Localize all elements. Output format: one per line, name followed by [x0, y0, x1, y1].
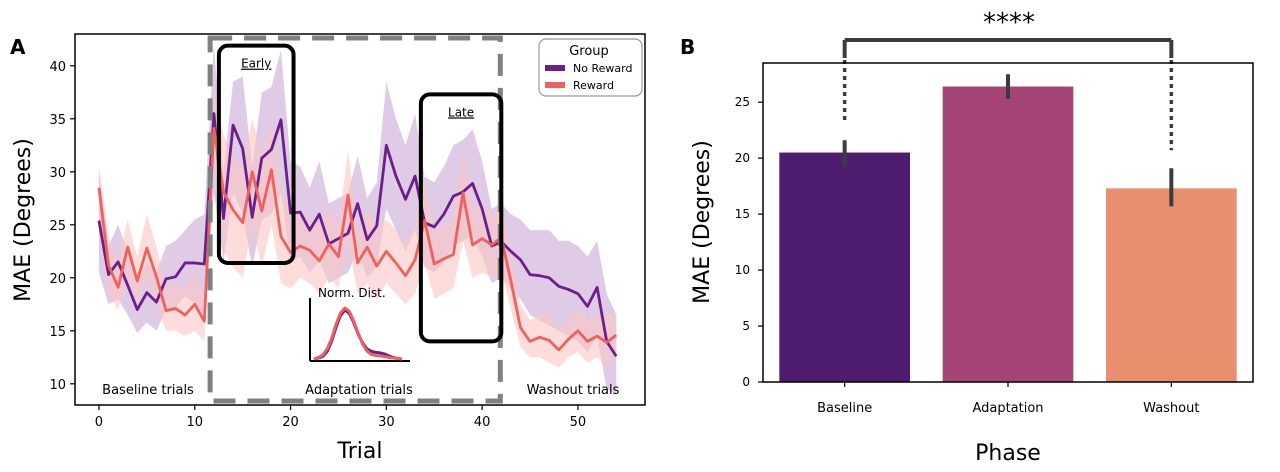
y-tick-label-40: 40 [49, 60, 66, 75]
legend-swatch-reward [545, 82, 565, 88]
bar-adaptation [942, 86, 1074, 383]
y-ticks: 0 5 10 15 20 25 [735, 95, 763, 389]
inset-curve-reward [313, 306, 403, 361]
inset-title: Norm. Dist. [318, 286, 386, 300]
x-tick-label-10: 10 [186, 415, 203, 430]
legend-frame [538, 38, 643, 97]
panel-b-letter: B [680, 35, 695, 59]
significance-label: **** [983, 8, 1035, 38]
adaptation-dashed-rect [207, 35, 503, 404]
category-label-baseline: Baseline [817, 401, 872, 416]
y-tick-label-0: 0 [742, 375, 750, 389]
baseline-region-label: Baseline trials [102, 383, 194, 398]
series-lines [97, 112, 618, 357]
late-window-label: Late [448, 105, 474, 119]
y-axis-title: MAE (Degrees) [690, 140, 715, 304]
y-tick-label-20: 20 [735, 151, 750, 165]
panel-a-line-chart: A Early Late Norm. Dist. Baseline trials… [10, 33, 646, 464]
y-tick-label-10: 10 [49, 378, 66, 393]
confidence-bands [98, 44, 617, 395]
bar-washout [1106, 188, 1237, 382]
x-tick-label-0: 0 [95, 415, 103, 430]
bars [779, 86, 1237, 383]
line-no-reward [97, 112, 618, 357]
adaptation-region-box [207, 35, 503, 404]
category-label-washout: Washout [1143, 401, 1199, 416]
line-reward [97, 126, 618, 352]
window-boxes [216, 43, 504, 344]
y-tick-label-35: 35 [49, 113, 66, 128]
distribution-inset: Norm. Dist. [309, 286, 410, 362]
legend: Group No Reward Reward [538, 38, 643, 97]
x-tick-label-40: 40 [474, 415, 491, 430]
legend-swatch-no-reward [545, 65, 565, 71]
late-window-box [418, 92, 504, 344]
category-ticks: Baseline Adaptation Washout [817, 382, 1199, 416]
y-tick-label-25: 25 [49, 219, 66, 234]
x-ticks: 0 10 20 30 40 50 [95, 405, 586, 430]
y-tick-label-15: 15 [49, 325, 66, 340]
x-axis-title: Trial [337, 439, 383, 464]
x-tick-label-50: 50 [570, 415, 587, 430]
panel-a-frame [74, 33, 646, 406]
panel-a-letter: A [10, 35, 26, 59]
early-window-label: Early [241, 57, 271, 71]
y-tick-label-10: 10 [735, 263, 750, 277]
y-tick-label-20: 20 [49, 272, 66, 287]
category-label-adaptation: Adaptation [972, 401, 1043, 416]
x-tick-label-30: 30 [378, 415, 395, 430]
y-tick-label-15: 15 [735, 207, 750, 221]
y-tick-label-30: 30 [49, 166, 66, 181]
error-bars [842, 74, 1174, 207]
y-axis-title: MAE (Degrees) [11, 138, 36, 302]
y-tick-label-5: 5 [742, 319, 750, 333]
legend-label-reward: Reward [573, 79, 614, 92]
panel-b-bar-chart: B **** Baseline Adaptation Washout 0 5 10 15 2… [680, 8, 1254, 466]
adaptation-region-label: Adaptation trials [305, 383, 413, 398]
bar-baseline [779, 152, 910, 382]
band-no-reward [98, 44, 617, 395]
legend-label-no-reward: No Reward [573, 62, 632, 75]
y-tick-label-25: 25 [735, 95, 750, 109]
legend-title: Group [569, 44, 609, 59]
y-ticks: 10 15 20 25 30 35 40 [49, 60, 75, 393]
significance-bracket [842, 38, 1174, 151]
early-window-box [216, 43, 296, 265]
x-axis-title: Phase [975, 441, 1041, 466]
x-tick-label-20: 20 [282, 415, 299, 430]
washout-region-label: Washout trials [527, 383, 620, 398]
